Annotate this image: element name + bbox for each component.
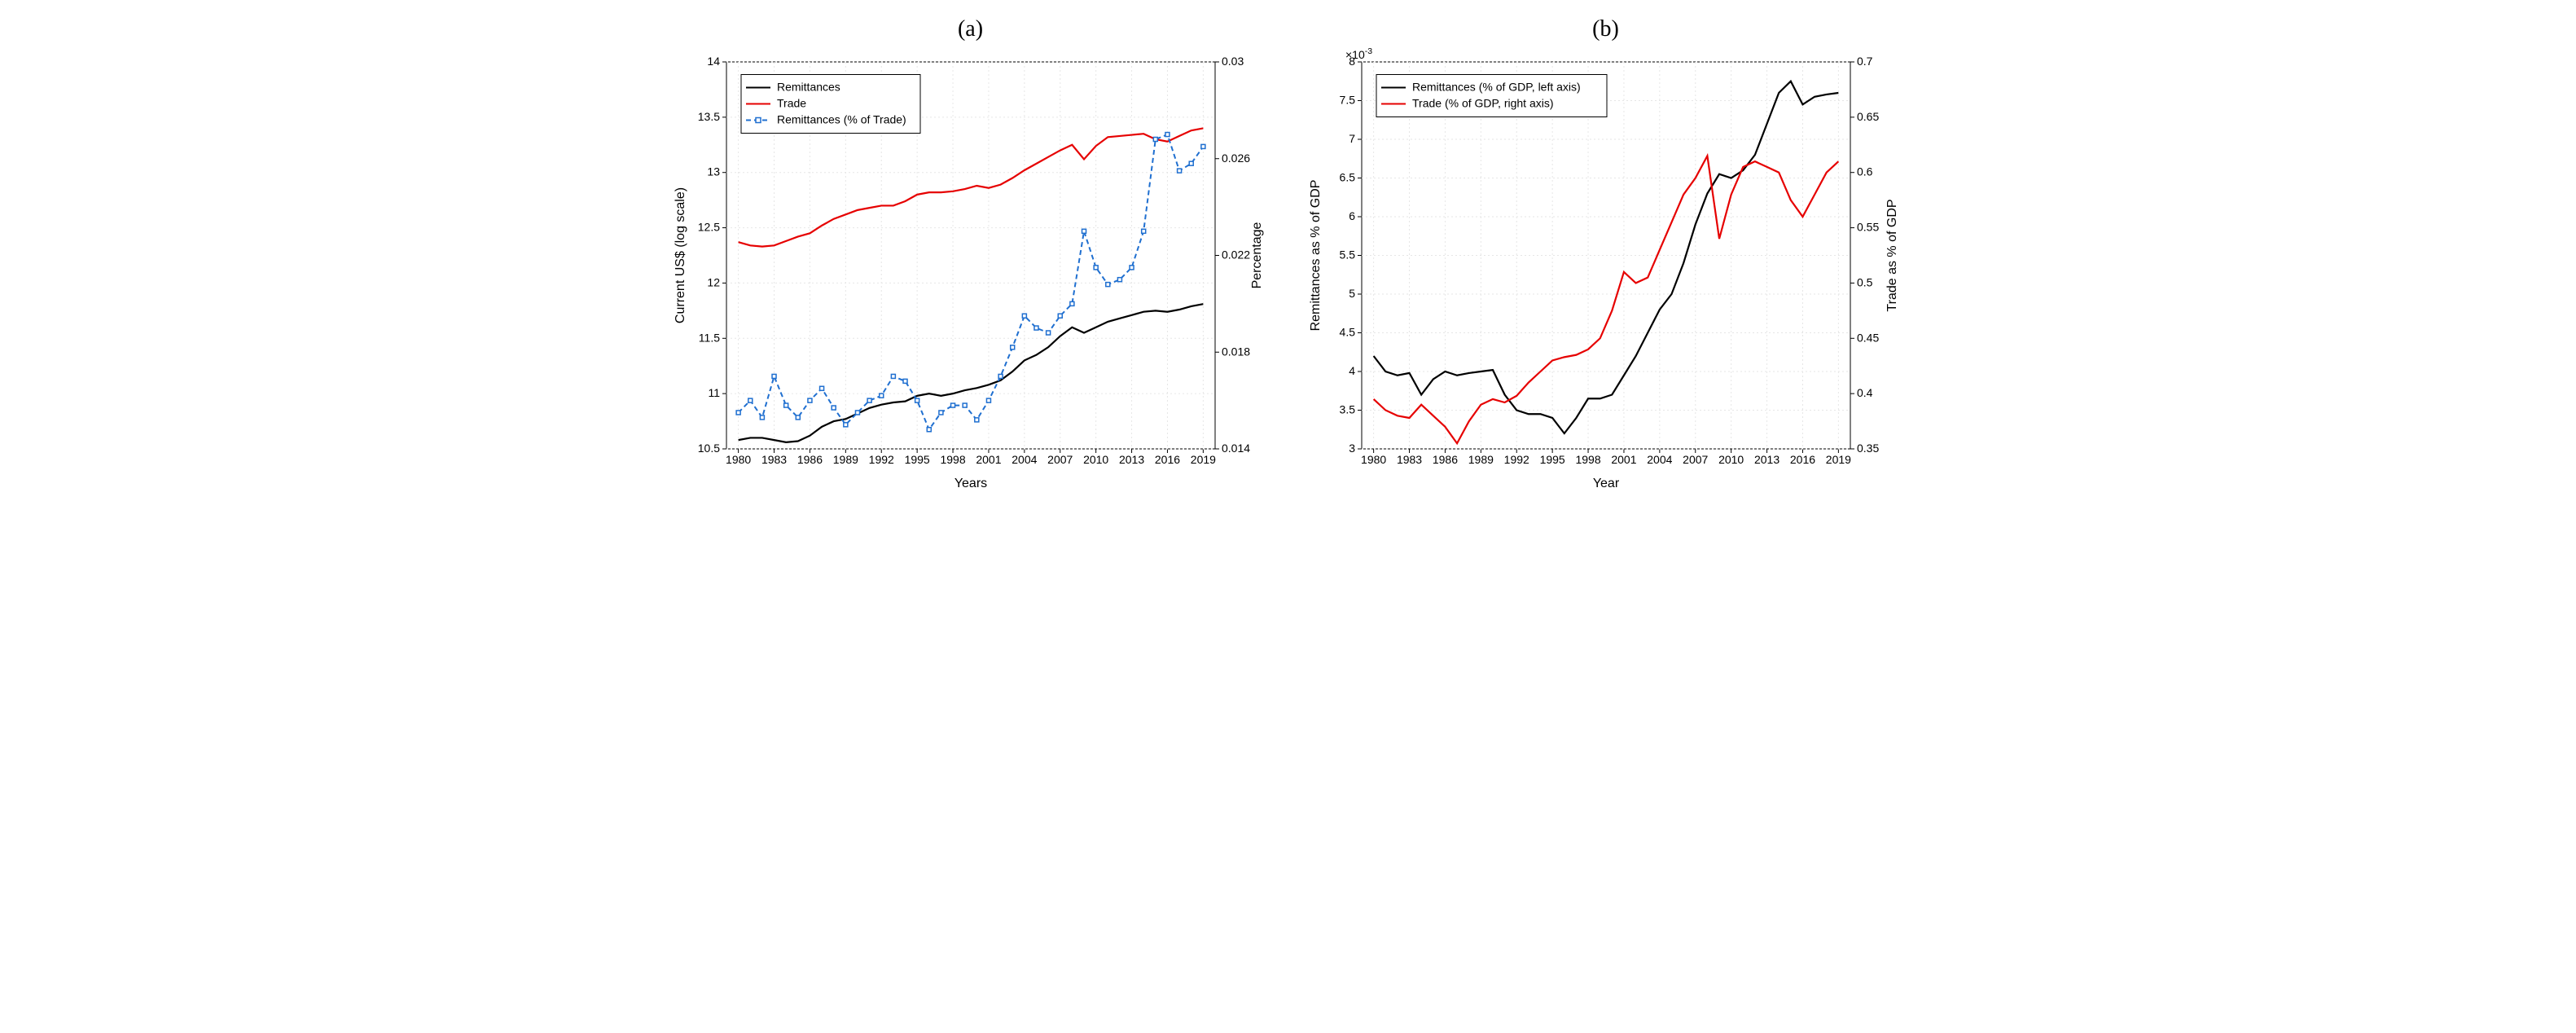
svg-text:13: 13 bbox=[707, 165, 720, 178]
svg-text:Trade as % of GDP: Trade as % of GDP bbox=[1885, 199, 1899, 311]
svg-text:0.5: 0.5 bbox=[1857, 275, 1873, 288]
svg-text:0.45: 0.45 bbox=[1857, 331, 1879, 344]
svg-text:1989: 1989 bbox=[1468, 453, 1493, 466]
svg-text:3: 3 bbox=[1349, 442, 1355, 455]
svg-text:1998: 1998 bbox=[1575, 453, 1600, 466]
svg-text:2004: 2004 bbox=[1012, 453, 1037, 466]
svg-text:1995: 1995 bbox=[904, 453, 929, 466]
svg-text:2001: 2001 bbox=[976, 453, 1001, 466]
svg-text:2013: 2013 bbox=[1118, 453, 1143, 466]
svg-text:2010: 2010 bbox=[1718, 453, 1744, 466]
svg-text:0.4: 0.4 bbox=[1857, 386, 1873, 399]
svg-text:Remittances (% of GDP, left ax: Remittances (% of GDP, left axis) bbox=[1412, 81, 1581, 94]
svg-text:1998: 1998 bbox=[940, 453, 965, 466]
svg-text:Trade: Trade bbox=[777, 97, 806, 110]
svg-text:13.5: 13.5 bbox=[697, 110, 719, 123]
svg-text:0.018: 0.018 bbox=[1222, 345, 1250, 358]
svg-text:11.5: 11.5 bbox=[698, 331, 719, 344]
svg-text:4.5: 4.5 bbox=[1339, 326, 1355, 339]
svg-text:11: 11 bbox=[708, 386, 720, 399]
panel-b-title: (b) bbox=[1592, 16, 1619, 42]
svg-text:0.014: 0.014 bbox=[1222, 442, 1250, 455]
svg-text:2013: 2013 bbox=[1753, 453, 1779, 466]
svg-text:2004: 2004 bbox=[1647, 453, 1672, 466]
svg-text:1980: 1980 bbox=[1361, 453, 1386, 466]
svg-text:2016: 2016 bbox=[1789, 453, 1815, 466]
svg-text:2010: 2010 bbox=[1083, 453, 1108, 466]
svg-text:1989: 1989 bbox=[832, 453, 858, 466]
svg-text:4: 4 bbox=[1349, 364, 1355, 377]
svg-text:12.5: 12.5 bbox=[697, 221, 719, 234]
svg-text:1992: 1992 bbox=[868, 453, 893, 466]
svg-text:1986: 1986 bbox=[796, 453, 822, 466]
svg-text:2001: 2001 bbox=[1611, 453, 1636, 466]
svg-text:Remittances as % of GDP: Remittances as % of GDP bbox=[1309, 180, 1323, 332]
svg-text:0.026: 0.026 bbox=[1222, 152, 1250, 165]
svg-text:0.35: 0.35 bbox=[1857, 442, 1879, 455]
svg-text:0.55: 0.55 bbox=[1857, 221, 1879, 234]
panel-b: (b) 1980 1983 1986 1989 1992 1995 1998 2001 2004… bbox=[1305, 16, 1907, 502]
svg-text:3.5: 3.5 bbox=[1339, 403, 1355, 416]
svg-text:1980: 1980 bbox=[726, 453, 751, 466]
svg-text:10.5: 10.5 bbox=[697, 442, 719, 455]
svg-text:×10-3: ×10-3 bbox=[1345, 46, 1372, 61]
svg-text:0.03: 0.03 bbox=[1222, 55, 1244, 68]
svg-text:2019: 2019 bbox=[1190, 453, 1215, 466]
svg-text:6.5: 6.5 bbox=[1339, 171, 1355, 184]
svg-text:0.65: 0.65 bbox=[1857, 110, 1879, 123]
svg-text:0.022: 0.022 bbox=[1222, 248, 1250, 262]
panel-b-svg: 1980 1983 1986 1989 1992 1995 1998 2001 2004 2007… bbox=[1305, 46, 1907, 502]
figure-container: (a) 1980 1983 1986 1989 1992 1995 1998 2001 2004… bbox=[16, 16, 2560, 502]
svg-text:2007: 2007 bbox=[1683, 453, 1708, 466]
svg-text:7.5: 7.5 bbox=[1339, 94, 1355, 107]
svg-text:Trade (% of GDP, right axis): Trade (% of GDP, right axis) bbox=[1412, 97, 1554, 110]
svg-text:0.7: 0.7 bbox=[1857, 55, 1873, 68]
svg-text:12: 12 bbox=[707, 275, 720, 288]
svg-text:2007: 2007 bbox=[1047, 453, 1073, 466]
svg-text:Years: Years bbox=[954, 477, 986, 490]
svg-text:6: 6 bbox=[1349, 209, 1355, 222]
panel-a-title: (a) bbox=[958, 16, 983, 42]
panel-a: (a) 1980 1983 1986 1989 1992 1995 1998 2001 2004… bbox=[669, 16, 1272, 502]
svg-text:Remittances: Remittances bbox=[777, 81, 840, 94]
svg-text:2016: 2016 bbox=[1154, 453, 1179, 466]
svg-text:5: 5 bbox=[1349, 287, 1355, 300]
svg-text:1983: 1983 bbox=[1396, 453, 1421, 466]
svg-text:Year: Year bbox=[1592, 477, 1619, 490]
svg-text:Remittances (% of Trade): Remittances (% of Trade) bbox=[777, 113, 906, 126]
svg-text:1986: 1986 bbox=[1432, 453, 1457, 466]
svg-text:2019: 2019 bbox=[1825, 453, 1850, 466]
svg-text:1992: 1992 bbox=[1503, 453, 1529, 466]
svg-text:14: 14 bbox=[707, 55, 720, 68]
svg-text:7: 7 bbox=[1349, 132, 1355, 145]
svg-text:Current US$ (log scale): Current US$ (log scale) bbox=[674, 187, 687, 323]
panel-a-svg: 1980 1983 1986 1989 1992 1995 1998 2001 2004 2007… bbox=[669, 46, 1272, 502]
svg-text:1983: 1983 bbox=[761, 453, 786, 466]
svg-text:0.6: 0.6 bbox=[1857, 165, 1873, 178]
svg-text:1995: 1995 bbox=[1539, 453, 1564, 466]
svg-text:5.5: 5.5 bbox=[1339, 248, 1355, 262]
svg-text:Percentage: Percentage bbox=[1250, 222, 1264, 288]
